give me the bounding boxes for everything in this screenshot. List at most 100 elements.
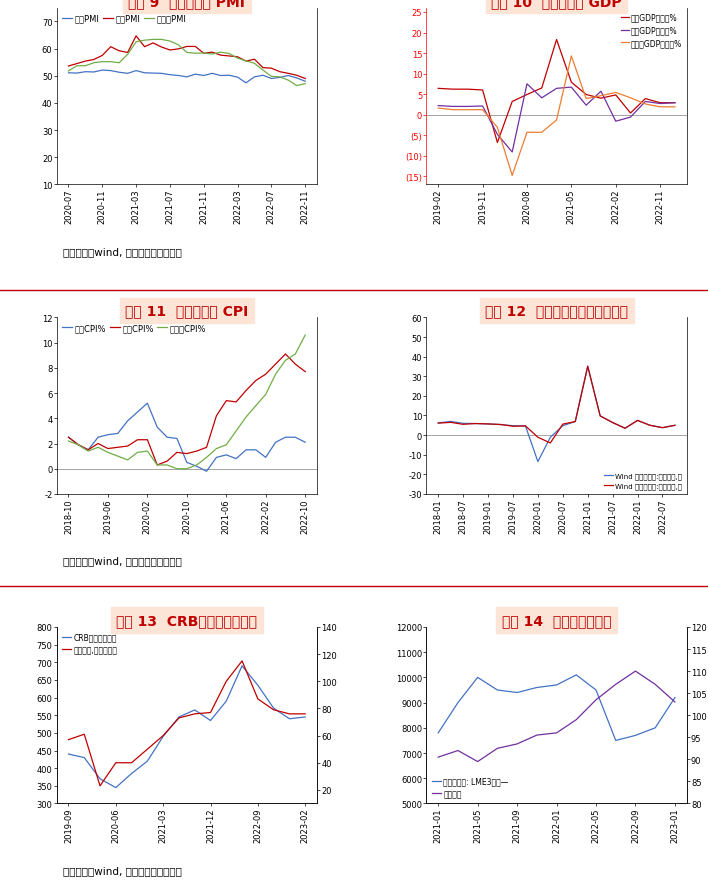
欧元区GDP不变价% <box>567 51 576 62</box>
欧元区PMI <box>217 48 225 58</box>
东兴期货,期货报告价 <box>206 707 215 718</box>
欧元区PMI <box>225 49 234 59</box>
美元指数 <box>651 680 659 690</box>
欧元区PMI <box>250 58 258 69</box>
欧元区PMI <box>157 35 166 46</box>
期货官方价: LME3个月—: (7, 1.01e+04): LME3个月—: (7, 1.01e+04) <box>572 670 581 680</box>
美国GDP不变价% <box>479 102 487 113</box>
中国CPI% <box>251 445 260 455</box>
中国CPI% <box>241 445 250 455</box>
欧元区GDP不变价% <box>612 88 620 98</box>
美国CPI% <box>212 411 221 422</box>
美元指数 <box>632 666 640 677</box>
Title: 图表 11  三大经济体 CPI: 图表 11 三大经济体 CPI <box>125 304 249 318</box>
中国PMI <box>166 70 174 81</box>
美国PMI <box>191 42 200 52</box>
欧元区CPI% <box>251 400 260 411</box>
美元指数 <box>454 745 462 756</box>
欧元区PMI <box>90 58 98 69</box>
中国GDP不变价% <box>552 35 561 46</box>
美国PMI <box>132 32 140 43</box>
欧元区CPI% <box>193 460 201 470</box>
东兴期货,期货报告价 <box>159 730 167 741</box>
欧元区CPI% <box>241 412 250 423</box>
中国PMI <box>132 66 140 77</box>
欧元区PMI <box>267 72 275 82</box>
美元指数 <box>552 727 561 738</box>
美国CPI% <box>74 440 83 451</box>
Text: 数据来源：wind, 东兴期货投资咨询部: 数据来源：wind, 东兴期货投资咨询部 <box>63 556 182 566</box>
欧元区PMI <box>98 58 106 68</box>
中国CPI% <box>103 430 112 440</box>
中国CPI% <box>271 438 280 448</box>
中国GDP不变价% <box>449 85 457 96</box>
Line: 欧元区PMI: 欧元区PMI <box>69 41 305 87</box>
欧元区CPI% <box>222 440 231 451</box>
美国GDP不变价% <box>434 101 442 112</box>
美元指数 <box>474 757 482 767</box>
中国PMI <box>140 68 149 79</box>
中国PMI <box>174 71 183 82</box>
美国PMI <box>284 69 292 80</box>
欧元区PMI <box>234 54 242 65</box>
CRB商品综合指数 <box>190 704 199 715</box>
中国CPI% <box>291 432 299 443</box>
中国GDP不变价% <box>479 86 487 97</box>
中国CPI% <box>133 408 142 418</box>
CRB商品综合指数 <box>96 773 104 784</box>
中国PMI <box>183 73 191 83</box>
美国PMI <box>157 43 166 53</box>
中国CPI% <box>222 450 231 461</box>
欧元区CPI% <box>84 447 93 457</box>
美国GDP不变价% <box>656 99 664 110</box>
Legend: 中国CPI%, 美国CPI%, 欧元区CPI%: 中国CPI%, 美国CPI%, 欧元区CPI% <box>61 323 208 335</box>
中国CPI% <box>113 429 122 439</box>
CRB商品综合指数 <box>238 661 246 672</box>
欧元区PMI <box>301 79 309 89</box>
美元指数 <box>434 752 442 763</box>
期货官方价: LME3个月—: (1, 9e+03): LME3个月—: (1, 9e+03) <box>454 697 462 708</box>
期货官方价: LME3个月—: (6, 9.7e+03): LME3个月—: (6, 9.7e+03) <box>552 680 561 690</box>
欧元区PMI <box>200 49 208 59</box>
欧元区GDP不变价% <box>641 99 649 110</box>
欧元区GDP不变价% <box>656 103 664 113</box>
中国PMI <box>301 77 309 88</box>
中国GDP不变价% <box>508 97 516 108</box>
欧元区CPI% <box>212 444 221 455</box>
CRB商品综合指数 <box>253 680 262 691</box>
欧元区PMI <box>123 50 132 60</box>
东兴期货,期货报告价 <box>64 734 73 745</box>
美国PMI <box>275 67 284 78</box>
美国PMI <box>81 57 90 67</box>
欧元区PMI <box>284 75 292 86</box>
东兴期货,期货报告价 <box>80 729 88 740</box>
美元指数 <box>670 697 679 708</box>
美国CPI% <box>143 435 152 446</box>
中国CPI% <box>143 399 152 409</box>
中国PMI <box>123 69 132 80</box>
中国CPI% <box>193 462 201 472</box>
中国PMI <box>200 71 208 82</box>
欧元区PMI <box>208 50 217 60</box>
美国GDP不变价% <box>670 98 679 109</box>
美国CPI% <box>291 360 299 370</box>
美国CPI% <box>261 369 270 380</box>
美国CPI% <box>202 442 211 453</box>
美国PMI <box>183 42 191 52</box>
欧元区PMI <box>115 58 123 69</box>
欧元区CPI% <box>153 460 161 470</box>
期货官方价: LME3个月—: (4, 9.4e+03): LME3个月—: (4, 9.4e+03) <box>513 688 521 698</box>
欧元区GDP不变价% <box>627 93 635 104</box>
Line: 中国PMI: 中国PMI <box>69 71 305 84</box>
中国CPI% <box>212 453 221 463</box>
Text: 数据来源：wind, 东兴期货投资咨询部: 数据来源：wind, 东兴期货投资咨询部 <box>63 246 182 257</box>
中国PMI <box>90 67 98 78</box>
Line: 中国GDP不变价%: 中国GDP不变价% <box>438 41 675 144</box>
CRB商品综合指数 <box>143 756 152 766</box>
美国PMI <box>200 49 208 59</box>
欧元区PMI <box>132 37 140 48</box>
美国PMI <box>267 64 275 74</box>
Title: 图表 9  三大经济体 PMI: 图表 9 三大经济体 PMI <box>128 0 245 9</box>
美国CPI% <box>232 397 241 408</box>
东兴期货,期货报告价 <box>301 709 309 719</box>
